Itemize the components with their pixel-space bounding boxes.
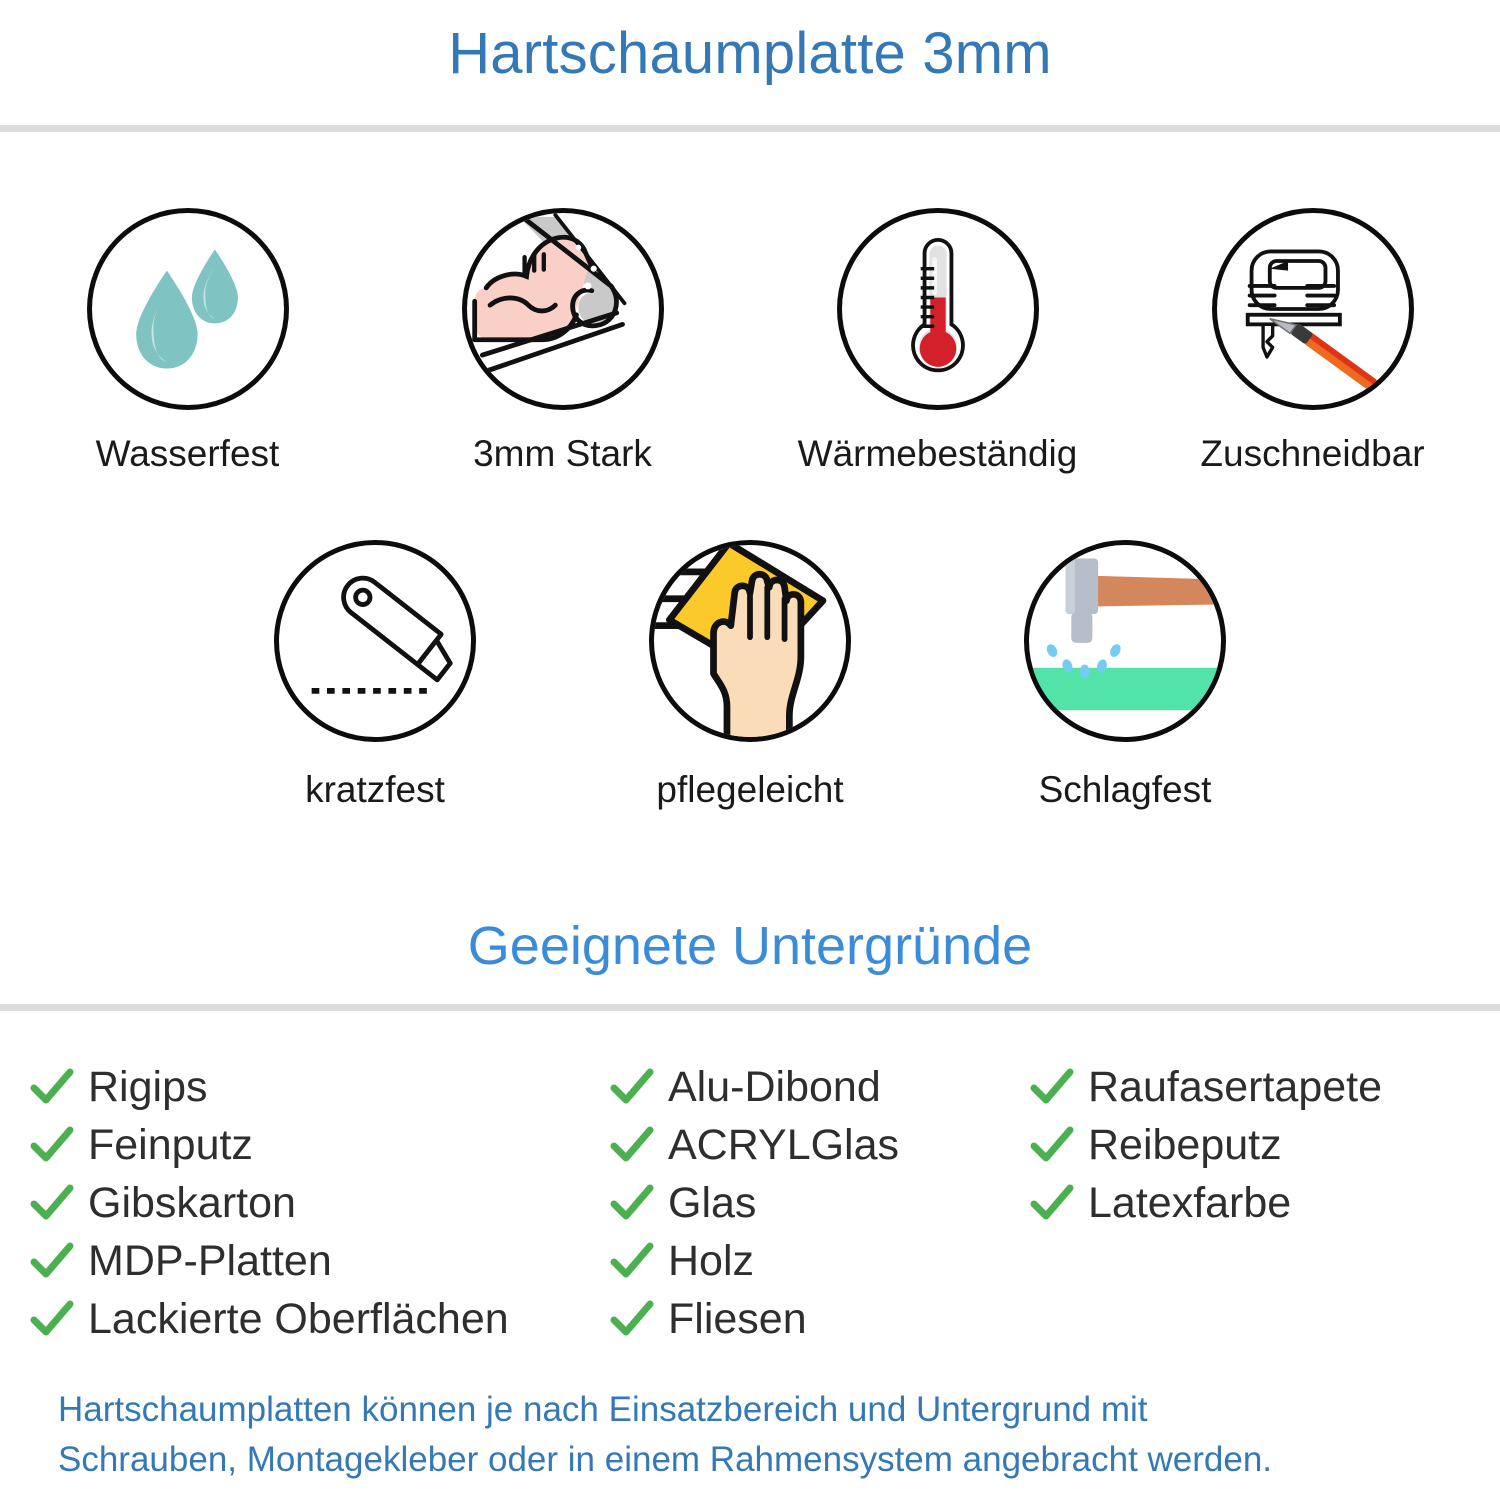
check-icon [1030, 1067, 1074, 1107]
check-icon [30, 1067, 74, 1107]
list-item: Latexfarbe [1030, 1174, 1470, 1232]
check-icon [610, 1183, 654, 1223]
jigsaw-knife-icon [1211, 208, 1414, 410]
list-item: Alu-Dibond [610, 1058, 1030, 1116]
cutter-blade-icon [274, 540, 476, 742]
list-item-label: Lackierte Oberflächen [88, 1294, 509, 1343]
check-icon [610, 1067, 654, 1107]
list-item-label: Fliesen [668, 1294, 807, 1343]
feature-row-1: Wasserfest [0, 208, 1500, 475]
list-item-label: Alu-Dibond [668, 1062, 881, 1111]
list-item: Rigips [30, 1058, 610, 1116]
list-item: ACRYLGlas [610, 1116, 1030, 1174]
feature-kratzfest: kratzfest [188, 540, 563, 811]
flexed-bicep-icon [461, 208, 664, 410]
list-item-label: Raufasertapete [1088, 1062, 1383, 1111]
check-icon [610, 1299, 654, 1339]
feature-3mm-stark: 3mm Stark [375, 208, 750, 475]
check-icon [30, 1299, 74, 1339]
list-item-label: Rigips [88, 1062, 208, 1111]
feature-label: Wasserfest [95, 433, 280, 474]
substrates-checklist: Rigips Feinputz Gibskarton MDP-Platten L… [0, 1058, 1500, 1348]
list-item: Holz [610, 1232, 1030, 1290]
page-title: Hartschaumplatte 3mm [448, 21, 1052, 86]
footer-line-2: Schrauben, Montagekleber oder in einem R… [58, 1439, 1273, 1479]
list-item: Gibskarton [30, 1174, 610, 1232]
divider-top [0, 125, 1500, 132]
list-item: Feinputz [30, 1116, 610, 1174]
checklist-column-2: Alu-Dibond ACRYLGlas Glas Holz Fliesen [610, 1058, 1030, 1348]
list-item-label: Feinputz [88, 1120, 253, 1169]
feature-label: Zuschneidbar [1200, 433, 1425, 474]
footer-note: Hartschaumplatten können je nach Einsatz… [58, 1385, 1458, 1484]
list-item: MDP-Platten [30, 1232, 610, 1290]
list-item: Raufasertapete [1030, 1058, 1470, 1116]
check-icon [1030, 1183, 1074, 1223]
hammer-impact-icon [1024, 540, 1226, 742]
list-item: Lackierte Oberflächen [30, 1290, 610, 1348]
checklist-column-3: Raufasertapete Reibeputz Latexfarbe [1030, 1058, 1470, 1232]
feature-wasserfest: Wasserfest [0, 208, 375, 475]
footer-line-1: Hartschaumplatten können je nach Einsatz… [58, 1390, 1148, 1429]
divider-mid [0, 1004, 1500, 1011]
list-item-label: Reibeputz [1088, 1120, 1282, 1169]
water-drops-icon [86, 208, 289, 410]
checklist-column-1: Rigips Feinputz Gibskarton MDP-Platten L… [0, 1058, 610, 1348]
feature-label: 3mm Stark [473, 433, 652, 474]
thermometer-icon [836, 208, 1039, 410]
check-icon [610, 1241, 654, 1281]
list-item-label: ACRYLGlas [668, 1120, 900, 1169]
check-icon [610, 1125, 654, 1165]
substrates-heading: Geeignete Untergründe [467, 916, 1033, 976]
list-item: Glas [610, 1174, 1030, 1232]
check-icon [30, 1125, 74, 1165]
list-item: Fliesen [610, 1290, 1030, 1348]
feature-label: Wärmebeständig [797, 433, 1078, 474]
hand-cloth-icon [649, 540, 851, 742]
feature-label: pflegeleicht [656, 769, 844, 810]
list-item-label: Holz [668, 1236, 755, 1285]
list-item-label: MDP-Platten [88, 1236, 332, 1285]
feature-label: Schlagfest [1038, 769, 1212, 810]
feature-row-2: kratzfest [0, 540, 1500, 811]
feature-zuschneidbar: Zuschneidbar [1125, 208, 1500, 475]
check-icon [30, 1183, 74, 1223]
list-item-label: Latexfarbe [1088, 1178, 1292, 1227]
feature-schlagfest: Schlagfest [938, 540, 1313, 811]
check-icon [30, 1241, 74, 1281]
feature-label: kratzfest [305, 769, 445, 810]
feature-waermebestaendig: Wärmebeständig [750, 208, 1125, 475]
list-item: Reibeputz [1030, 1116, 1470, 1174]
list-item-label: Glas [668, 1178, 757, 1227]
feature-pflegeleicht: pflegeleicht [563, 540, 938, 811]
list-item-label: Gibskarton [88, 1178, 296, 1227]
check-icon [1030, 1125, 1074, 1165]
